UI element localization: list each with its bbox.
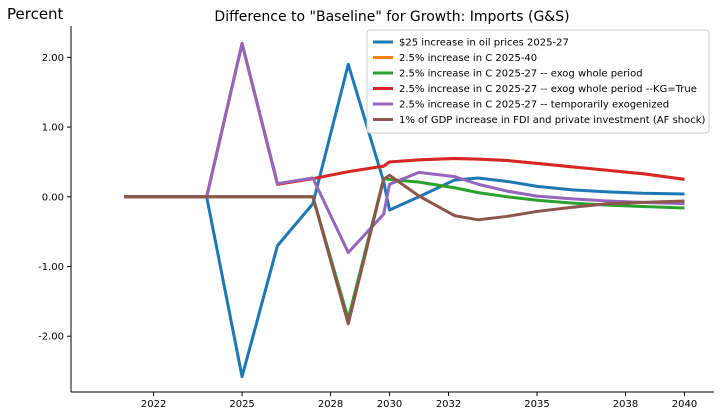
legend-entry-label: 2.5% increase in C 2025-27 -- temporaril… <box>399 100 669 111</box>
legend-entry-label: 1% of GDP increase in FDI and private in… <box>399 115 706 126</box>
chart-title: Difference to "Baseline" for Growth: Imp… <box>214 9 569 25</box>
x-tick-label: 2022 <box>141 399 166 410</box>
series-line-6 <box>124 173 685 326</box>
legend-entry-label: 2.5% increase in C 2025-40 <box>399 53 537 64</box>
x-tick-label: 2038 <box>613 399 638 410</box>
y-tick-label: -1.00 <box>38 262 64 273</box>
y-tick-label: 1.00 <box>42 123 64 134</box>
legend-entry-label: $25 increase in oil prices 2025-27 <box>399 38 569 49</box>
y-tick-label: 0.00 <box>42 192 64 203</box>
x-tick-label: 2035 <box>524 399 549 410</box>
legend-box <box>366 29 710 134</box>
x-tick-label: 2032 <box>436 399 461 410</box>
series-line-5 <box>124 41 685 255</box>
y-tick-label: -2.00 <box>38 332 64 343</box>
x-tick-label: 2028 <box>318 399 343 410</box>
legend-entry-label: 2.5% increase in C 2025-27 -- exog whole… <box>399 69 643 80</box>
legend-entry-label: 2.5% increase in C 2025-27 -- exog whole… <box>399 84 697 95</box>
x-tick-label: 2025 <box>229 399 254 410</box>
y-axis-label: Percent <box>7 5 64 23</box>
series-line-1 <box>124 62 685 379</box>
y-tick-label: 2.00 <box>42 53 64 64</box>
legend: $25 increase in oil prices 2025-27 2.5% i… <box>366 29 710 134</box>
y-axis-ticks: -2.00 -1.00 0.00 1.00 2.00 <box>38 53 71 343</box>
x-axis-ticks: 2022 2025 2028 2030 2032 2035 2038 2040 <box>141 392 697 410</box>
axes <box>70 26 714 393</box>
plot-area <box>124 41 685 379</box>
x-tick-label: 2040 <box>672 399 697 410</box>
x-tick-label: 2030 <box>377 399 402 410</box>
